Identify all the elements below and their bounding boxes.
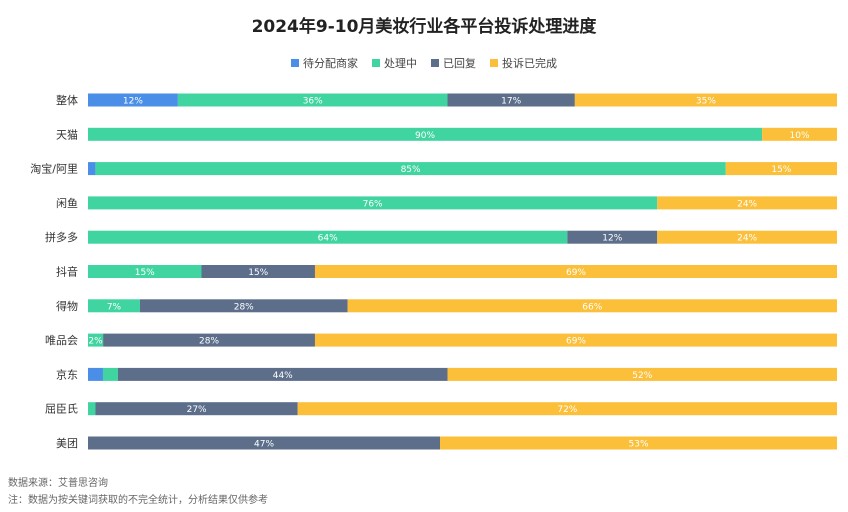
bar-segment[interactable] (102, 367, 118, 381)
data-label: 15% (248, 268, 268, 278)
bar-segment[interactable] (762, 127, 837, 141)
data-label: 24% (737, 199, 757, 209)
bar-segment[interactable] (574, 93, 837, 107)
bar-segment[interactable] (88, 299, 140, 313)
bar-segment[interactable] (440, 436, 837, 450)
category-label: 得物 (56, 299, 78, 313)
category-label: 天猫 (56, 128, 78, 141)
legend-swatch-processing (372, 59, 380, 67)
category-label: 拼多多 (45, 230, 78, 244)
bar-segment[interactable] (88, 367, 103, 381)
legend-item-replied[interactable]: 已回复 (431, 55, 476, 71)
bar-segment[interactable] (117, 367, 448, 381)
data-label: 44% (273, 371, 293, 381)
bar-segment[interactable] (347, 299, 837, 313)
bar-segment[interactable] (447, 367, 837, 381)
bar-segment[interactable] (88, 265, 202, 278)
bar-segment[interactable] (201, 265, 315, 278)
data-label: 7% (107, 302, 122, 312)
legend-item-completed[interactable]: 投诉已完成 (490, 55, 557, 71)
bar-segment[interactable] (177, 93, 448, 107)
legend-item-pending[interactable]: 待分配商家 (291, 55, 358, 71)
bar-segment[interactable] (297, 402, 838, 416)
data-label: 2% (88, 337, 103, 347)
bar-segment[interactable] (88, 162, 96, 176)
data-label: 12% (123, 97, 143, 107)
bar-segment[interactable] (314, 265, 838, 278)
category-label: 屈臣氏 (45, 403, 78, 416)
data-label: 10% (790, 131, 810, 141)
disclaimer-note: 注：数据为按关键词获取的不完全统计，分析结果仅供参考 (8, 495, 268, 506)
bar-segment[interactable] (103, 333, 315, 347)
bar-segment[interactable] (95, 162, 726, 176)
bar-segment[interactable] (567, 230, 658, 244)
legend-label-completed: 投诉已完成 (502, 57, 557, 70)
bar-segment[interactable] (139, 299, 348, 313)
data-label: 12% (602, 234, 622, 244)
category-label: 抖音 (56, 265, 78, 279)
chart-title: 2024年9-10月美妆行业各平台投诉处理进度 (251, 17, 597, 37)
data-label: 24% (737, 234, 757, 244)
data-label: 69% (566, 337, 586, 347)
bar-segment[interactable] (447, 93, 575, 107)
bar-segment[interactable] (88, 196, 658, 210)
data-label: 27% (187, 405, 207, 415)
data-source-note: 数据来源：艾普思咨询 (8, 478, 108, 489)
data-label: 52% (632, 371, 652, 381)
legend-swatch-pending (291, 59, 299, 67)
chart-legend: 待分配商家 处理中 已回复 投诉已完成 (0, 55, 848, 71)
data-label: 85% (401, 165, 421, 175)
data-label: 69% (566, 268, 586, 278)
legend-item-processing[interactable]: 处理中 (372, 55, 417, 71)
bar-segment[interactable] (95, 402, 298, 416)
data-label: 76% (363, 199, 383, 209)
bar-segment[interactable] (314, 333, 838, 347)
data-label: 64% (318, 234, 338, 244)
data-label: 28% (234, 302, 254, 312)
bar-segment[interactable] (88, 127, 763, 141)
data-label: 35% (696, 97, 716, 107)
category-label: 整体 (56, 93, 78, 107)
legend-label-processing: 处理中 (384, 57, 417, 70)
category-label: 闲鱼 (56, 196, 78, 210)
bar-segment[interactable] (88, 333, 104, 347)
data-label: 66% (582, 302, 602, 312)
bar-segment[interactable] (88, 402, 96, 416)
bar-segment[interactable] (657, 196, 837, 210)
data-label: 15% (771, 165, 791, 175)
legend-label-replied: 已回复 (443, 57, 476, 70)
bar-segment[interactable] (88, 93, 178, 107)
bar-segment[interactable] (88, 230, 568, 244)
category-label: 唯品会 (45, 334, 78, 347)
data-label: 17% (501, 97, 521, 107)
data-label: 28% (199, 337, 219, 347)
category-label: 淘宝/阿里 (30, 162, 78, 176)
legend-swatch-completed (490, 59, 498, 67)
data-label: 47% (254, 440, 274, 450)
data-label: 72% (557, 405, 577, 415)
bar-segment[interactable] (88, 436, 441, 450)
bar-segment[interactable] (725, 162, 837, 176)
category-label: 美团 (56, 437, 78, 450)
data-label: 53% (629, 440, 649, 450)
bar-segment[interactable] (657, 230, 837, 244)
data-label: 36% (303, 97, 323, 107)
data-label: 15% (135, 268, 155, 278)
legend-label-pending: 待分配商家 (303, 57, 358, 70)
category-label: 京东 (56, 367, 78, 381)
data-label: 90% (415, 131, 435, 141)
legend-swatch-replied (431, 59, 439, 67)
